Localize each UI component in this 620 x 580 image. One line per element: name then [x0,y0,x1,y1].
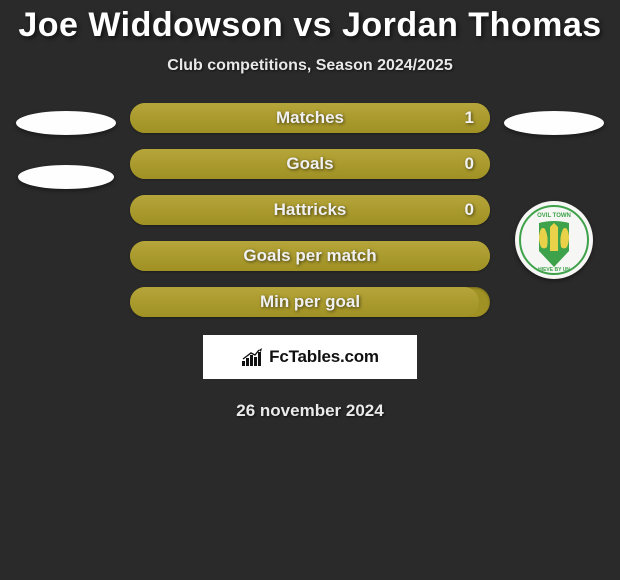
stat-bar-value: 0 [465,200,474,220]
comparison-row: Matches1Goals0Hattricks0Goals per matchM… [0,103,620,317]
stat-bar-label: Goals per match [130,246,490,266]
player2-badge-1 [504,111,604,135]
update-date: 26 november 2024 [0,401,620,421]
stat-bars: Matches1Goals0Hattricks0Goals per matchM… [126,103,494,317]
stat-bar-label: Min per goal [130,292,490,312]
stat-bar: Goals0 [130,149,490,179]
svg-text:OVIL TOWN: OVIL TOWN [537,213,571,219]
stat-bar: Min per goal [130,287,490,317]
stat-bar: Hattricks0 [130,195,490,225]
club-crest: OVIL TOWN HIEVE BY UN [515,201,593,279]
stat-bar-label: Hattricks [130,200,490,220]
brand-label: FcTables.com [269,347,379,367]
player1-badge-1 [16,111,116,135]
svg-text:HIEVE BY UN: HIEVE BY UN [538,267,570,273]
player1-badges [6,103,126,189]
stat-bar-value: 0 [465,154,474,174]
stat-bar: Matches1 [130,103,490,133]
player1-badge-2 [18,165,114,189]
page-title: Joe Widdowson vs Jordan Thomas [0,0,620,45]
stat-bar-label: Matches [130,108,490,128]
page-subtitle: Club competitions, Season 2024/2025 [0,57,620,75]
crest-icon: OVIL TOWN HIEVE BY UN [519,205,589,275]
stat-bar: Goals per match [130,241,490,271]
player2-badges: OVIL TOWN HIEVE BY UN [494,103,614,279]
stat-bar-value: 1 [465,108,474,128]
brand-box[interactable]: FcTables.com [203,335,417,379]
brand-icon [241,347,265,367]
stat-bar-label: Goals [130,154,490,174]
